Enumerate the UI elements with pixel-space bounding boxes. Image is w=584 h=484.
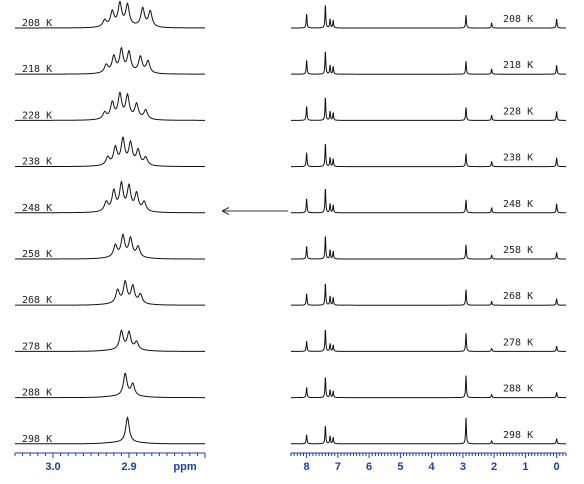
right-temp-label: 298 K bbox=[503, 430, 533, 441]
right-tick-label: 6 bbox=[366, 461, 372, 473]
left-temp-label: 258 K bbox=[22, 249, 52, 260]
right-tick-label: 5 bbox=[397, 461, 403, 473]
right-temp-label: 278 K bbox=[503, 337, 533, 348]
left-x-axis: 3.0 2.9 ppm bbox=[14, 452, 206, 473]
right-temp-label: 218 K bbox=[503, 60, 533, 71]
right-temp-label: 288 K bbox=[503, 384, 533, 395]
left-temp-label: 278 K bbox=[22, 341, 52, 352]
right-trace-278K bbox=[291, 330, 566, 352]
right-spectra-panel: 208 K 218 K 228 K 238 K 248 K 258 K 268 K 278 K… bbox=[291, 5, 566, 445]
right-x-axis: 8 7 6 5 4 3 2 1 0 bbox=[290, 452, 567, 473]
right-tick-label: 8 bbox=[304, 461, 310, 473]
left-tick-label: 3.0 bbox=[45, 461, 60, 473]
left-trace-228K bbox=[15, 91, 205, 121]
left-temp-label: 208 K bbox=[22, 18, 52, 29]
left-temp-label: 228 K bbox=[22, 110, 52, 121]
right-temp-label: 228 K bbox=[503, 106, 533, 117]
left-temp-label: 298 K bbox=[22, 434, 52, 445]
left-temp-label: 218 K bbox=[22, 64, 52, 75]
left-trace-248K bbox=[15, 180, 205, 214]
left-spectra-panel: 208 K 218 K 228 K 238 K 248 K 258 K 268 K 278 K… bbox=[14, 0, 206, 445]
right-tick-label: 1 bbox=[522, 461, 528, 473]
left-trace-278K bbox=[15, 329, 205, 352]
right-tick-label: 4 bbox=[429, 461, 436, 473]
right-trace-258K bbox=[291, 236, 566, 260]
left-trace-268K bbox=[15, 280, 205, 306]
right-temp-label: 208 K bbox=[503, 14, 533, 25]
left-axis-unit: ppm bbox=[173, 461, 196, 473]
right-trace-268K bbox=[291, 283, 566, 306]
right-trace-248K bbox=[291, 189, 566, 214]
right-tick-label: 3 bbox=[460, 461, 466, 473]
right-trace-288K bbox=[291, 375, 566, 399]
left-trace-258K bbox=[15, 233, 205, 260]
right-trace-298K bbox=[291, 417, 566, 445]
right-trace-238K bbox=[291, 144, 566, 168]
left-trace-218K bbox=[15, 46, 206, 75]
left-trace-288K bbox=[15, 372, 205, 399]
right-tick-label: 7 bbox=[335, 461, 341, 473]
right-temp-label: 238 K bbox=[503, 153, 533, 164]
left-temp-label: 238 K bbox=[22, 157, 52, 168]
right-temp-label: 258 K bbox=[503, 245, 533, 256]
right-trace-218K bbox=[291, 51, 566, 75]
left-temp-label: 248 K bbox=[22, 203, 52, 214]
right-tick-label: 2 bbox=[491, 461, 497, 473]
arrow-left-icon bbox=[221, 207, 288, 215]
left-tick-label: 2.9 bbox=[121, 461, 136, 473]
right-temp-label: 268 K bbox=[503, 291, 533, 302]
right-trace-208K bbox=[291, 5, 566, 29]
left-trace-238K bbox=[14, 135, 205, 168]
left-trace-208K bbox=[15, 0, 206, 29]
left-temp-label: 288 K bbox=[22, 388, 52, 399]
right-temp-label: 248 K bbox=[503, 199, 533, 210]
right-trace-228K bbox=[291, 97, 566, 121]
right-tick-label: 0 bbox=[554, 461, 560, 473]
left-temp-label: 268 K bbox=[22, 295, 52, 306]
left-trace-298K bbox=[15, 416, 205, 445]
